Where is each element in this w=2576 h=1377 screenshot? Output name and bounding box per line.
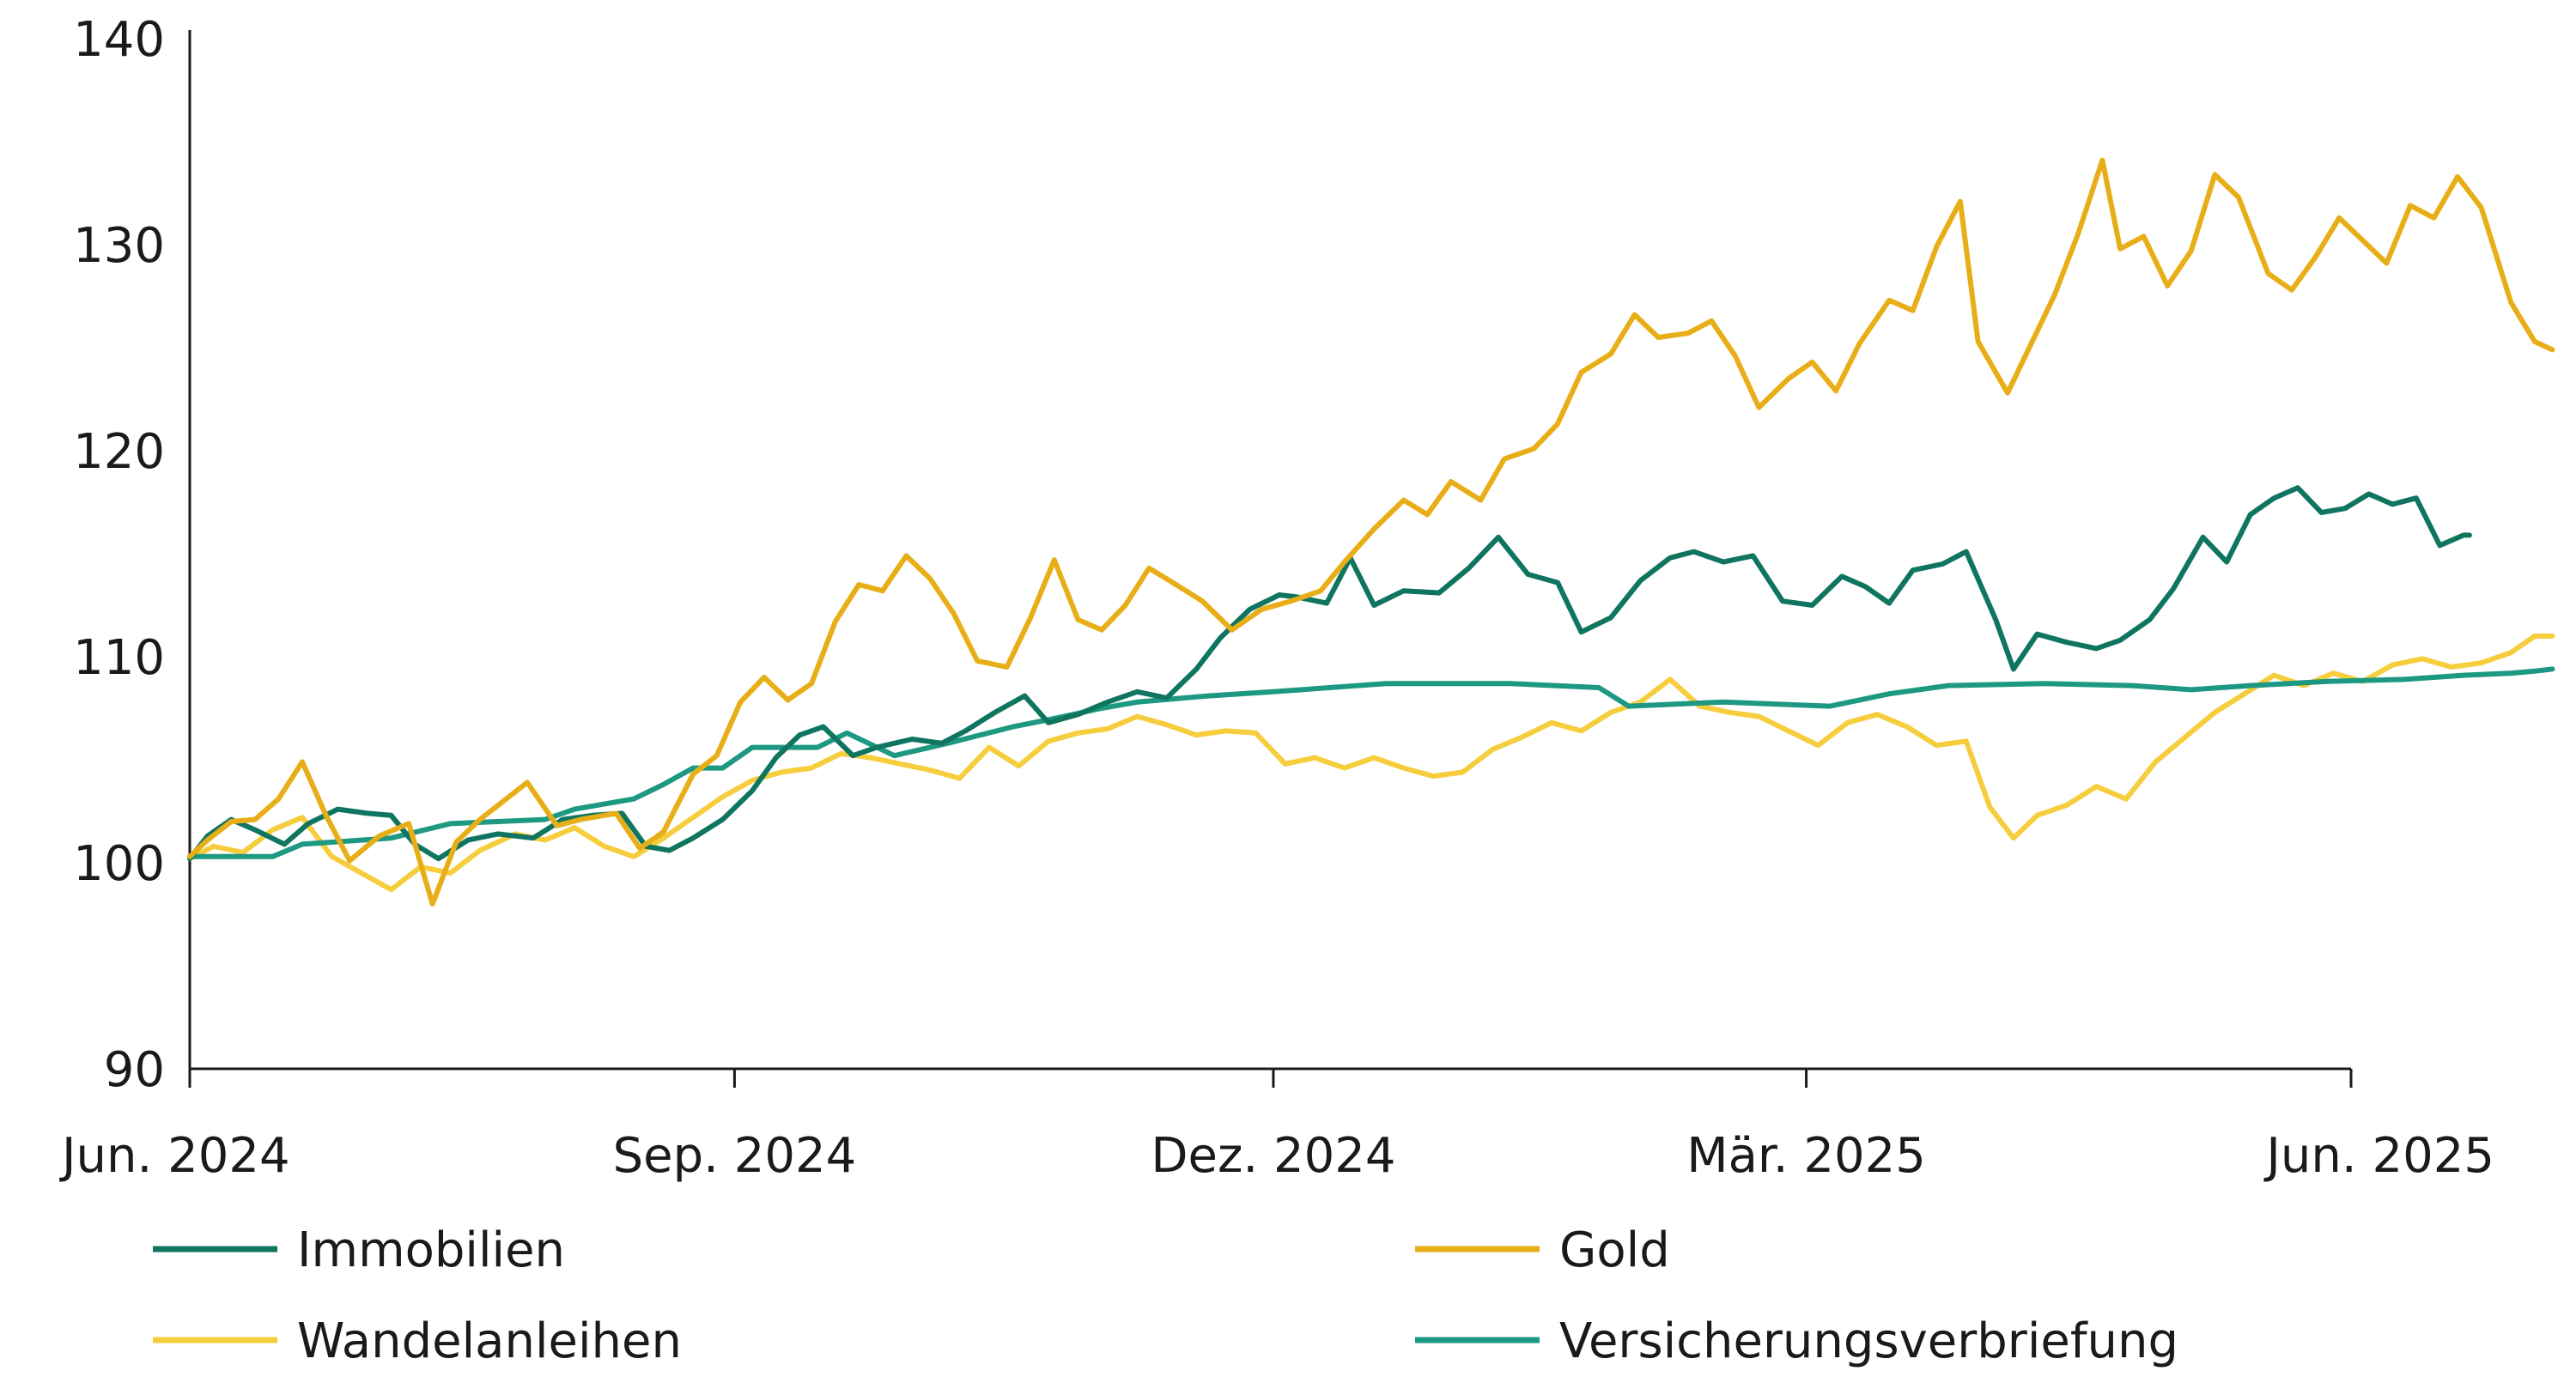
y-axis-ticks: 90 100 110 120 130 140 [73, 12, 165, 1098]
legend: Immobilien Gold Wandelanleihen Versicherung… [153, 1222, 2178, 1369]
series-line-immobilien [187, 485, 2472, 862]
legend-label: Versicherungsverbriefung [1559, 1313, 2178, 1369]
y-tick-label: 120 [73, 424, 165, 480]
x-tick-label: Jun. 2025 [2263, 1128, 2494, 1184]
x-tick-label: Dez. 2024 [1151, 1128, 1395, 1184]
legend-label: Immobilien [297, 1222, 565, 1278]
x-tick-label: Jun. 2024 [59, 1128, 290, 1184]
y-tick-label: 100 [73, 836, 165, 892]
axes [188, 30, 2351, 1071]
legend-label: Wandelanleihen [297, 1313, 682, 1369]
series-line-wandelanleihen [187, 634, 2555, 893]
x-tick-label: Mär. 2025 [1686, 1128, 1926, 1184]
x-axis-ticks: Jun. 2024 Sep. 2024 Dez. 2024 Mär. 2025 Jun.… [59, 1069, 2494, 1184]
series-line-versicherungsverbriefung [187, 666, 2555, 859]
y-tick-label: 130 [73, 218, 165, 274]
x-tick-label: Sep. 2024 [613, 1128, 857, 1184]
series-lines [187, 157, 2555, 907]
series-line-gold [187, 157, 2555, 907]
y-tick-label: 140 [73, 12, 165, 68]
legend-label: Gold [1559, 1222, 1670, 1278]
y-tick-label: 90 [104, 1042, 165, 1098]
y-tick-label: 110 [73, 630, 165, 686]
